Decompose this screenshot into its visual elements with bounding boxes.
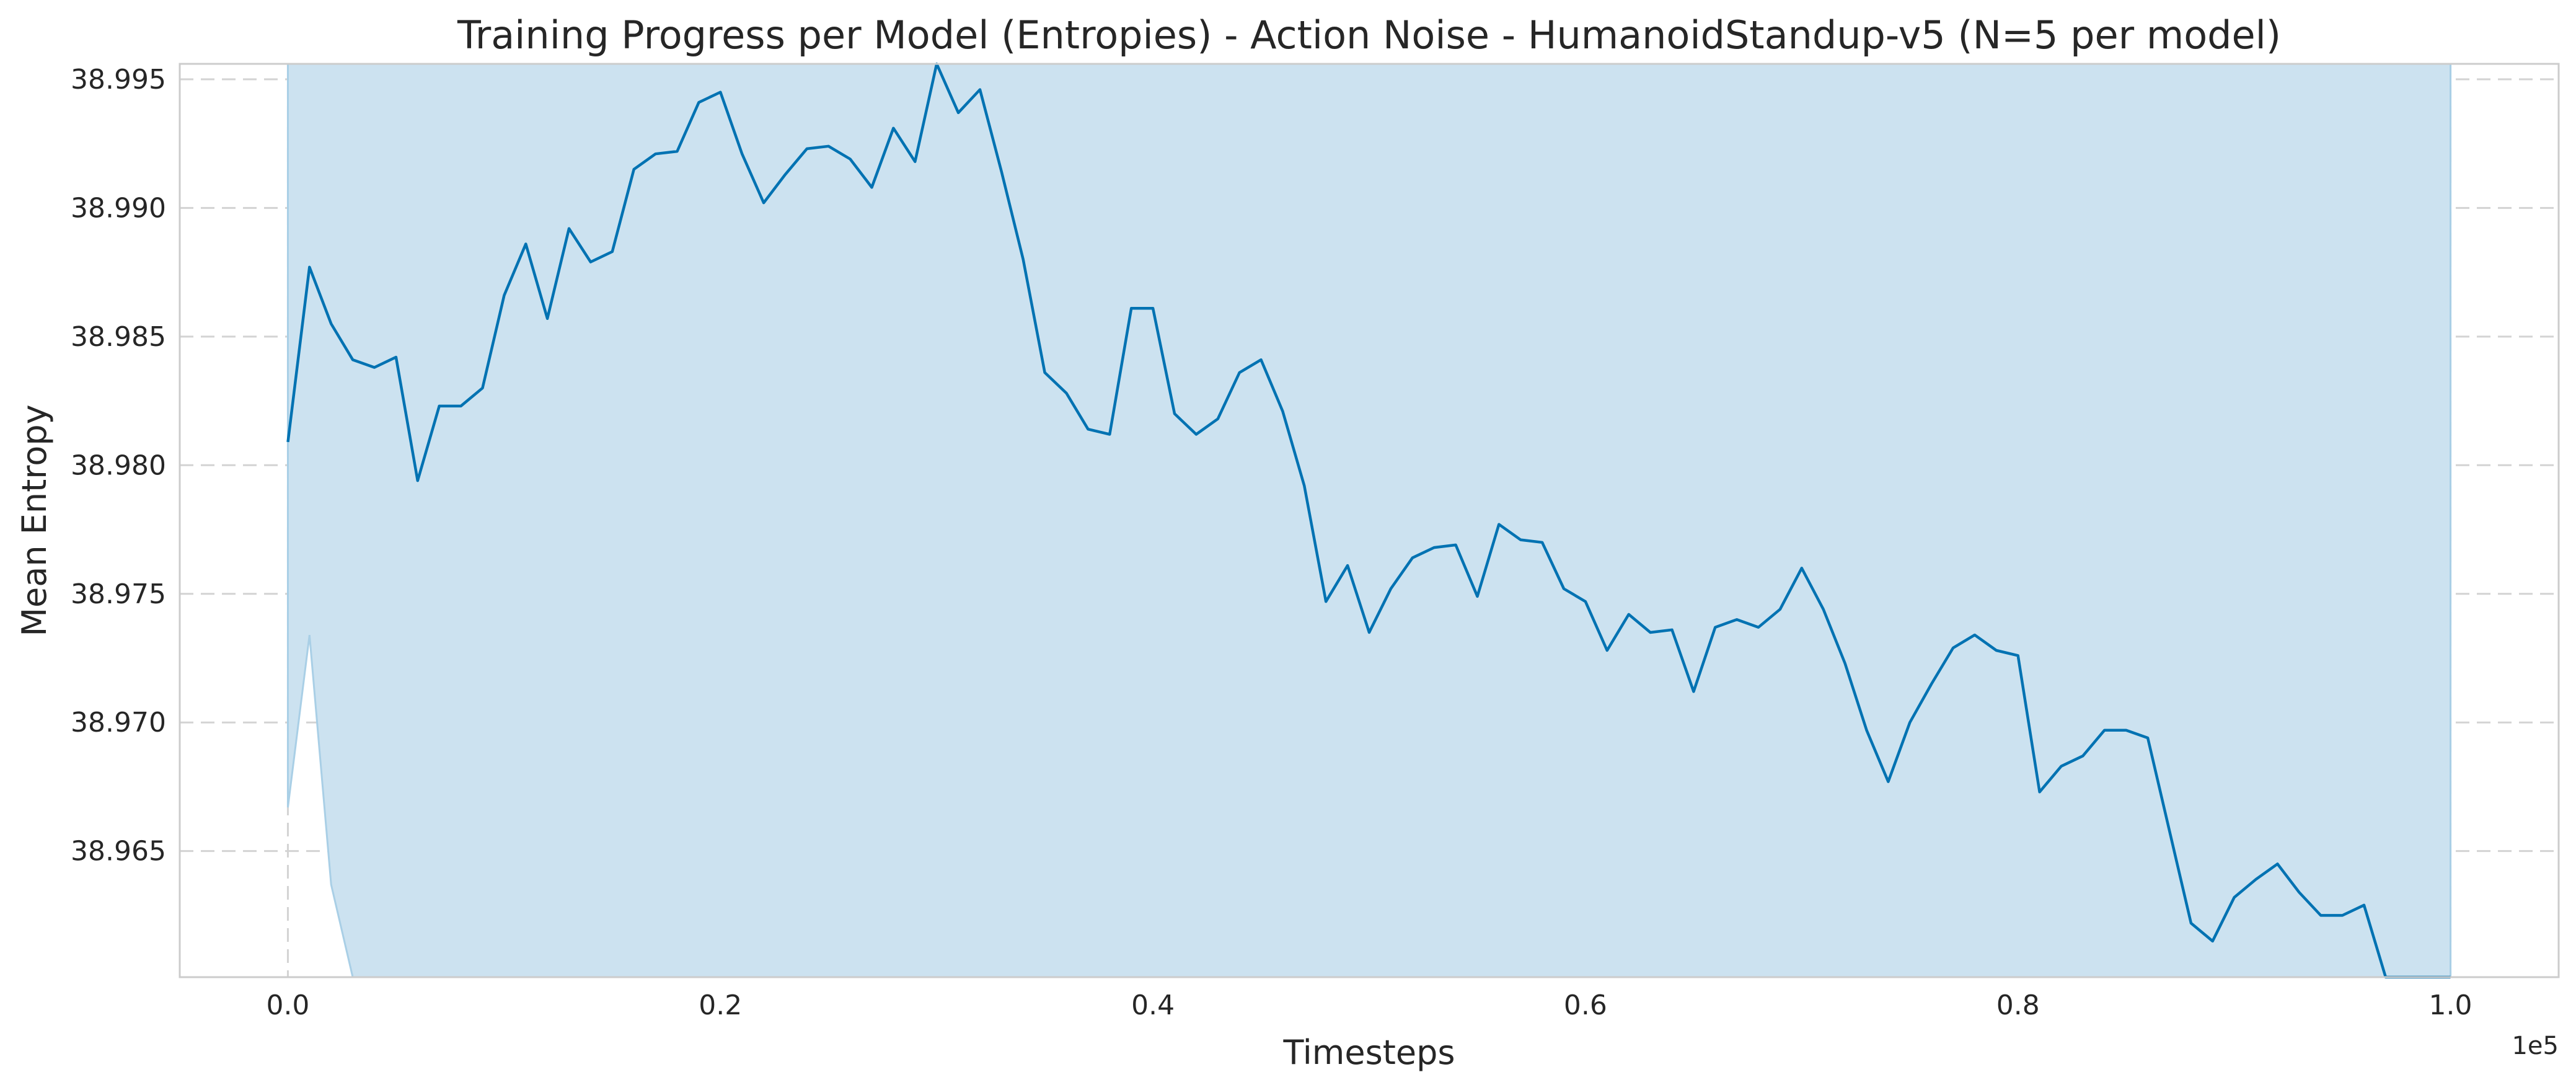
y-tick-label: 38.985 bbox=[71, 321, 166, 353]
x-tick-label: 0.2 bbox=[699, 990, 742, 1021]
y-tick-label: 38.995 bbox=[71, 64, 166, 95]
x-tick-label: 0.0 bbox=[266, 990, 309, 1021]
y-tick-label: 38.990 bbox=[71, 192, 166, 224]
x-tick-label: 0.4 bbox=[1131, 990, 1175, 1021]
x-axis-offset-label: 1e5 bbox=[2512, 1032, 2559, 1060]
y-tick-label: 38.980 bbox=[71, 450, 166, 481]
x-tick-labels: 0.0 0.2 0.4 0.6 0.8 1.0 bbox=[266, 990, 2472, 1021]
y-tick-labels: 38.965 38.970 38.975 38.980 38.985 38.990 38.9… bbox=[71, 64, 166, 867]
x-tick-label: 1.0 bbox=[2429, 990, 2472, 1021]
y-axis-label: Mean Entropy bbox=[15, 404, 54, 636]
band-edge-lower bbox=[286, 634, 354, 978]
y-tick-label: 38.970 bbox=[71, 707, 166, 738]
x-tick-label: 0.6 bbox=[1564, 990, 1607, 1021]
confidence-band bbox=[288, 64, 2451, 977]
y-tick-label: 38.965 bbox=[71, 836, 166, 867]
series-line-mean-entropy bbox=[286, 62, 2451, 979]
x-axis-label: Timesteps bbox=[1282, 1033, 1455, 1072]
axes-frame bbox=[179, 63, 2560, 978]
chart-title: Training Progress per Model (Entropies) … bbox=[457, 12, 2281, 58]
x-tick-label: 0.8 bbox=[1996, 990, 2040, 1021]
y-tick-label: 38.975 bbox=[71, 578, 166, 610]
